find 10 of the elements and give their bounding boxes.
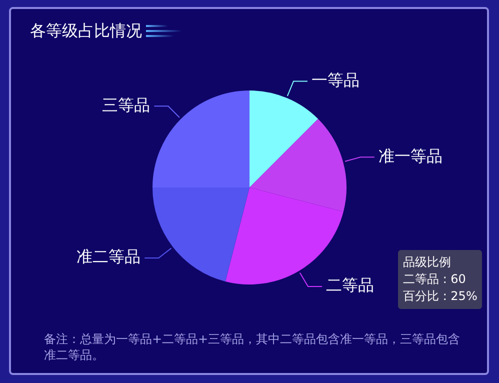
- text: 品级比例: [403, 254, 452, 271]
- slice-label: 二等品: [326, 276, 374, 295]
- text: 备注：总量为一等品+二等品+三等品，其中二等品包含准一等品，三等品包含准二等品。: [44, 331, 462, 363]
- chart-title: 各等级占比情况: [30, 21, 142, 42]
- slice-label: 准一等品: [378, 146, 442, 166]
- slice-label: 准二等品: [76, 247, 141, 266]
- text: 百分比 : 25%: [403, 288, 478, 305]
- text: 二等品 : 60: [403, 271, 467, 288]
- slice-label: 三等品: [102, 95, 150, 114]
- slice-label: 一等品: [312, 70, 360, 90]
